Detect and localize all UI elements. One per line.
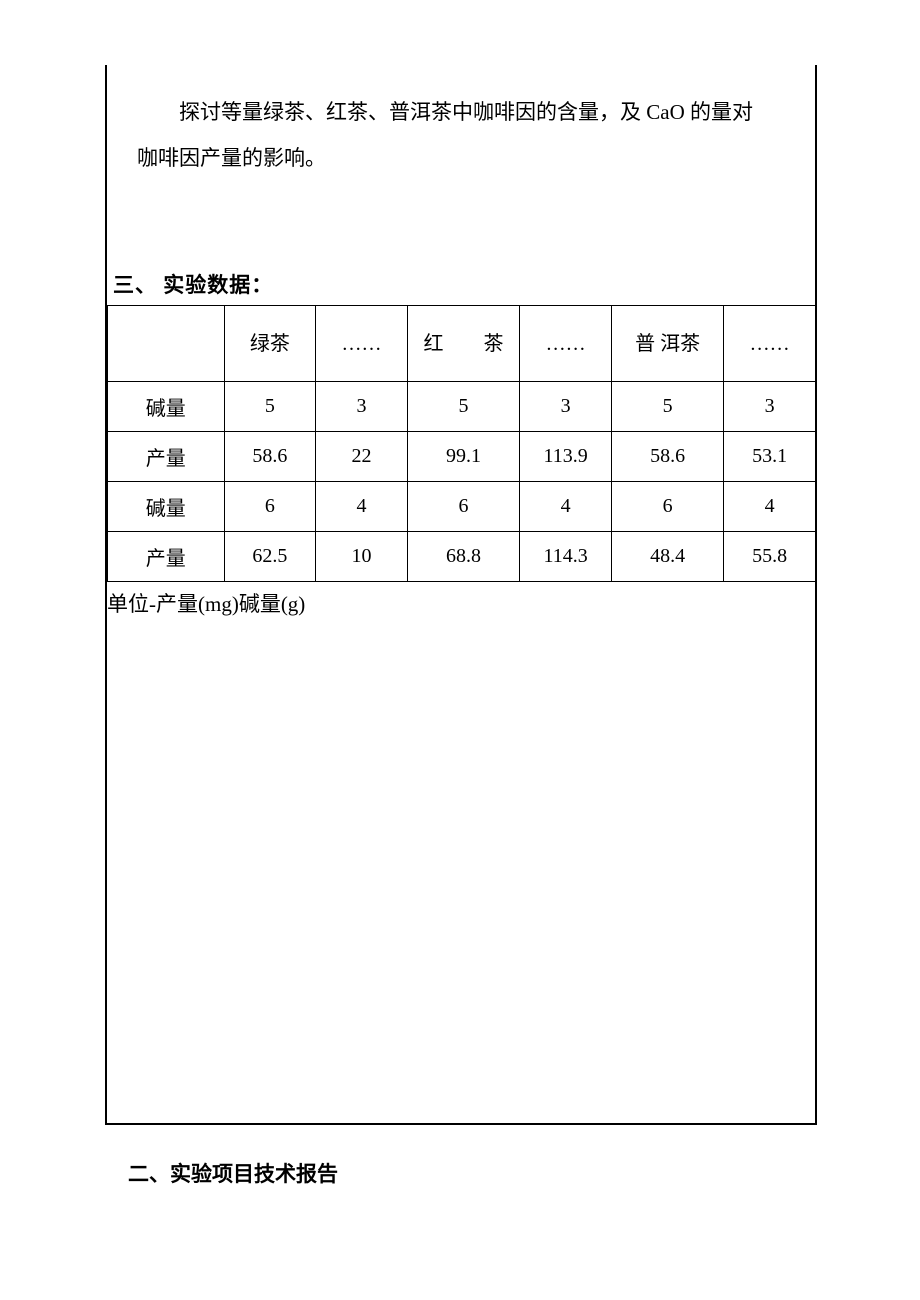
table-row: 碱量 6 4 6 4 6 4 [108,482,816,532]
table-cell: 5 [224,382,316,432]
table-cell: 48.4 [611,532,723,582]
table-cell-label: 产量 [108,432,225,482]
table-header-cell: 普 洱茶 [611,306,723,382]
table-header-cell: …… [520,306,612,382]
table-cell: 6 [224,482,316,532]
table-row: 产量 58.6 22 99.1 113.9 58.6 53.1 [108,432,816,482]
table-row: 碱量 5 3 5 3 5 3 [108,382,816,432]
table-cell: 53.1 [724,432,816,482]
table-cell: 3 [724,382,816,432]
table-header-cell: 绿茶 [224,306,316,382]
table-cell: 68.8 [407,532,519,582]
table-header-cell: …… [316,306,408,382]
table-cell: 4 [520,482,612,532]
table-row: 产量 62.5 10 68.8 114.3 48.4 55.8 [108,532,816,582]
table-cell: 113.9 [520,432,612,482]
intro-text-prefix: 探讨等量绿茶、红茶、普洱茶中咖啡因的含量，及 [179,100,646,124]
table-cell: 5 [611,382,723,432]
table-cell: 3 [316,382,408,432]
table-cell-label: 碱量 [108,382,225,432]
table-header-cell: 红 茶 [407,306,519,382]
table-header-cell [108,306,225,382]
cao-formula: CaO [646,100,685,124]
table-cell: 99.1 [407,432,519,482]
page-frame: 探讨等量绿茶、红茶、普洱茶中咖啡因的含量，及 CaO 的量对 咖啡因产量的影响。… [105,65,817,1125]
table-cell-label: 产量 [108,532,225,582]
table-cell: 58.6 [224,432,316,482]
table-header-cell: …… [724,306,816,382]
table-header-row: 绿茶 …… 红 茶 …… 普 洱茶 …… [108,306,816,382]
table-cell-label: 碱量 [108,482,225,532]
table-cell: 4 [724,482,816,532]
table-cell: 6 [611,482,723,532]
table-cell: 114.3 [520,532,612,582]
table-cell: 4 [316,482,408,532]
intro-text-suffix: 的量对 [685,100,753,124]
intro-paragraph: 探讨等量绿茶、红茶、普洱茶中咖啡因的含量，及 CaO 的量对 咖啡因产量的影响。 [107,65,815,181]
table-cell: 55.8 [724,532,816,582]
section-3-heading: 三、 实验数据： [107,269,815,299]
table-cell: 3 [520,382,612,432]
table-cell: 58.6 [611,432,723,482]
unit-note: 单位-产量(mg)碱量(g) [107,582,815,618]
intro-line-2: 咖啡因产量的影响。 [137,135,785,181]
table-cell: 22 [316,432,408,482]
table-cell: 5 [407,382,519,432]
intro-line-1: 探讨等量绿茶、红茶、普洱茶中咖啡因的含量，及 CaO 的量对 [137,89,785,135]
table-cell: 62.5 [224,532,316,582]
experiment-data-table: 绿茶 …… 红 茶 …… 普 洱茶 …… 碱量 5 3 5 3 5 3 产量 5… [107,305,816,582]
table-cell: 10 [316,532,408,582]
section-2-heading: 二、实验项目技术报告 [128,1158,338,1188]
table-cell: 6 [407,482,519,532]
